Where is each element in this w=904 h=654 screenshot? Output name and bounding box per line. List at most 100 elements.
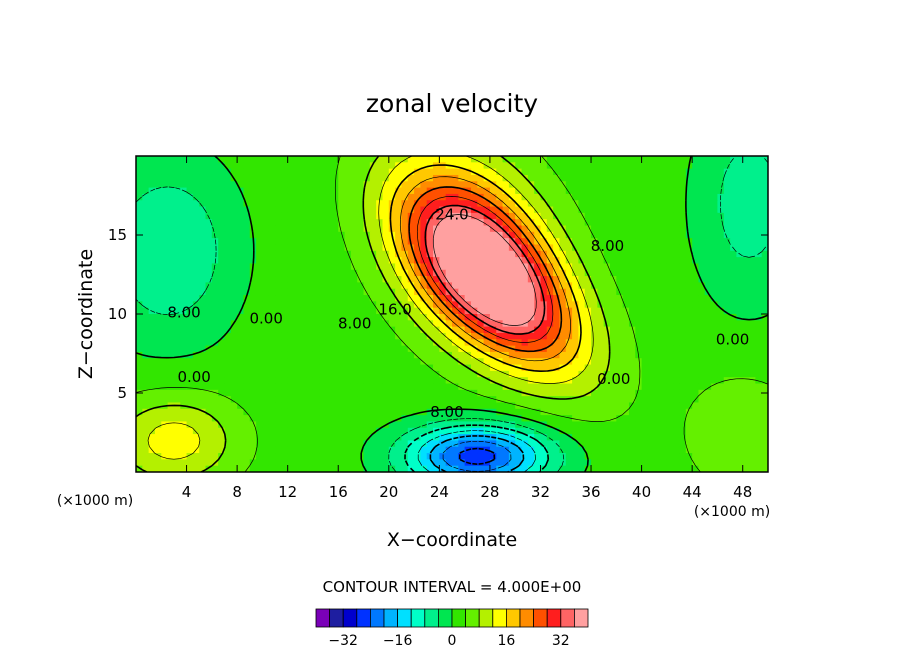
- contour-cell: [262, 206, 270, 214]
- contour-cell: [616, 314, 624, 321]
- contour-cell: [597, 257, 605, 265]
- contour-cell: [692, 282, 700, 290]
- contour-cell: [376, 231, 384, 239]
- contour-cell: [388, 219, 396, 227]
- contour-cell: [666, 377, 674, 385]
- contour-cell: [559, 162, 567, 170]
- contour-cell: [369, 459, 377, 467]
- contour-cell: [256, 377, 263, 385]
- contour-cell: [470, 200, 478, 208]
- contour-cell: [420, 339, 428, 347]
- contour-cell: [761, 408, 768, 416]
- contour-cell: [742, 269, 750, 277]
- contour-cell: [692, 219, 700, 227]
- contour-cell: [142, 332, 150, 340]
- contour-cell: [363, 307, 371, 315]
- contour-cell: [641, 250, 649, 258]
- contour-cell: [761, 358, 768, 366]
- contour-cell: [572, 212, 579, 220]
- contour-cell: [363, 402, 371, 410]
- contour-cell: [584, 427, 592, 435]
- contour-cell: [344, 402, 352, 410]
- contour-cell: [395, 219, 403, 227]
- contour-cell: [148, 345, 156, 353]
- contour-cell: [287, 269, 295, 277]
- contour-cell: [559, 434, 567, 441]
- contour-cell: [331, 364, 339, 372]
- contour-cell: [167, 434, 175, 441]
- contour-cell: [192, 238, 200, 246]
- contour-cell: [136, 370, 143, 378]
- contour-cell: [622, 219, 630, 227]
- contour-cell: [660, 314, 668, 321]
- contour-cell: [610, 231, 617, 239]
- contour-cell: [489, 187, 497, 195]
- contour-cell: [521, 307, 529, 315]
- contour-cell: [761, 307, 768, 315]
- contour-cell: [338, 168, 346, 176]
- contour-cell: [338, 206, 346, 214]
- contour-cell: [306, 282, 314, 290]
- contour-cell: [616, 332, 624, 340]
- contour-cell: [761, 263, 768, 271]
- contour-cell: [205, 168, 213, 176]
- contour-cell: [470, 307, 478, 315]
- contour-cell: [673, 288, 681, 296]
- contour-cell: [647, 301, 655, 309]
- contour-cell: [591, 332, 598, 340]
- contour-cell: [426, 314, 434, 321]
- contour-cell: [616, 250, 624, 258]
- contour-cell: [312, 282, 320, 290]
- contour-cell: [243, 282, 251, 290]
- contour-cell: [742, 206, 750, 214]
- contour-cell: [294, 345, 301, 353]
- contour-cell: [717, 162, 725, 170]
- contour-cell: [180, 206, 188, 214]
- contour-cell: [673, 250, 681, 258]
- contour-cell: [736, 320, 744, 328]
- contour-cell: [275, 162, 282, 170]
- contour-cell: [224, 389, 232, 397]
- contour-cell: [268, 345, 276, 353]
- contour-cell: [319, 453, 327, 460]
- contour-cell: [489, 402, 497, 410]
- contour-cell: [654, 339, 662, 347]
- contour-cell: [698, 383, 706, 391]
- contour-cell: [167, 453, 175, 460]
- contour-cell: [591, 269, 598, 277]
- contour-cell: [357, 440, 365, 448]
- contour-cell: [230, 295, 238, 302]
- contour-cell: [755, 370, 763, 378]
- contour-cell: [559, 250, 567, 258]
- contour-cell: [742, 168, 750, 176]
- contour-cell: [439, 415, 447, 423]
- contour-cell: [306, 238, 314, 246]
- contour-cell: [136, 396, 143, 404]
- contour-cell: [641, 187, 649, 195]
- contour-cell: [591, 446, 598, 454]
- contour-cell: [489, 244, 497, 252]
- contour-cell: [572, 370, 579, 378]
- contour-cell: [755, 168, 763, 176]
- contour-cell: [192, 162, 200, 170]
- contour-cell: [136, 162, 143, 170]
- contour-cell: [647, 402, 655, 410]
- contour-cell: [249, 389, 257, 397]
- contour-cell: [300, 250, 308, 258]
- contour-cell: [704, 345, 712, 353]
- contour-cell: [622, 377, 630, 385]
- contour-cell: [300, 231, 308, 239]
- contour-cell: [565, 212, 573, 220]
- contour-cell: [742, 231, 750, 239]
- contour-cell: [369, 174, 377, 182]
- contour-cell: [597, 408, 605, 416]
- contour-cell: [395, 345, 403, 353]
- contour-cell: [287, 295, 295, 302]
- contour-cell: [540, 257, 548, 265]
- contour-cell: [230, 332, 238, 340]
- contour-cell: [666, 314, 674, 321]
- contour-cell: [622, 244, 630, 252]
- contour-cell: [559, 269, 567, 277]
- contour-cell: [635, 168, 643, 176]
- contour-cell: [376, 276, 384, 283]
